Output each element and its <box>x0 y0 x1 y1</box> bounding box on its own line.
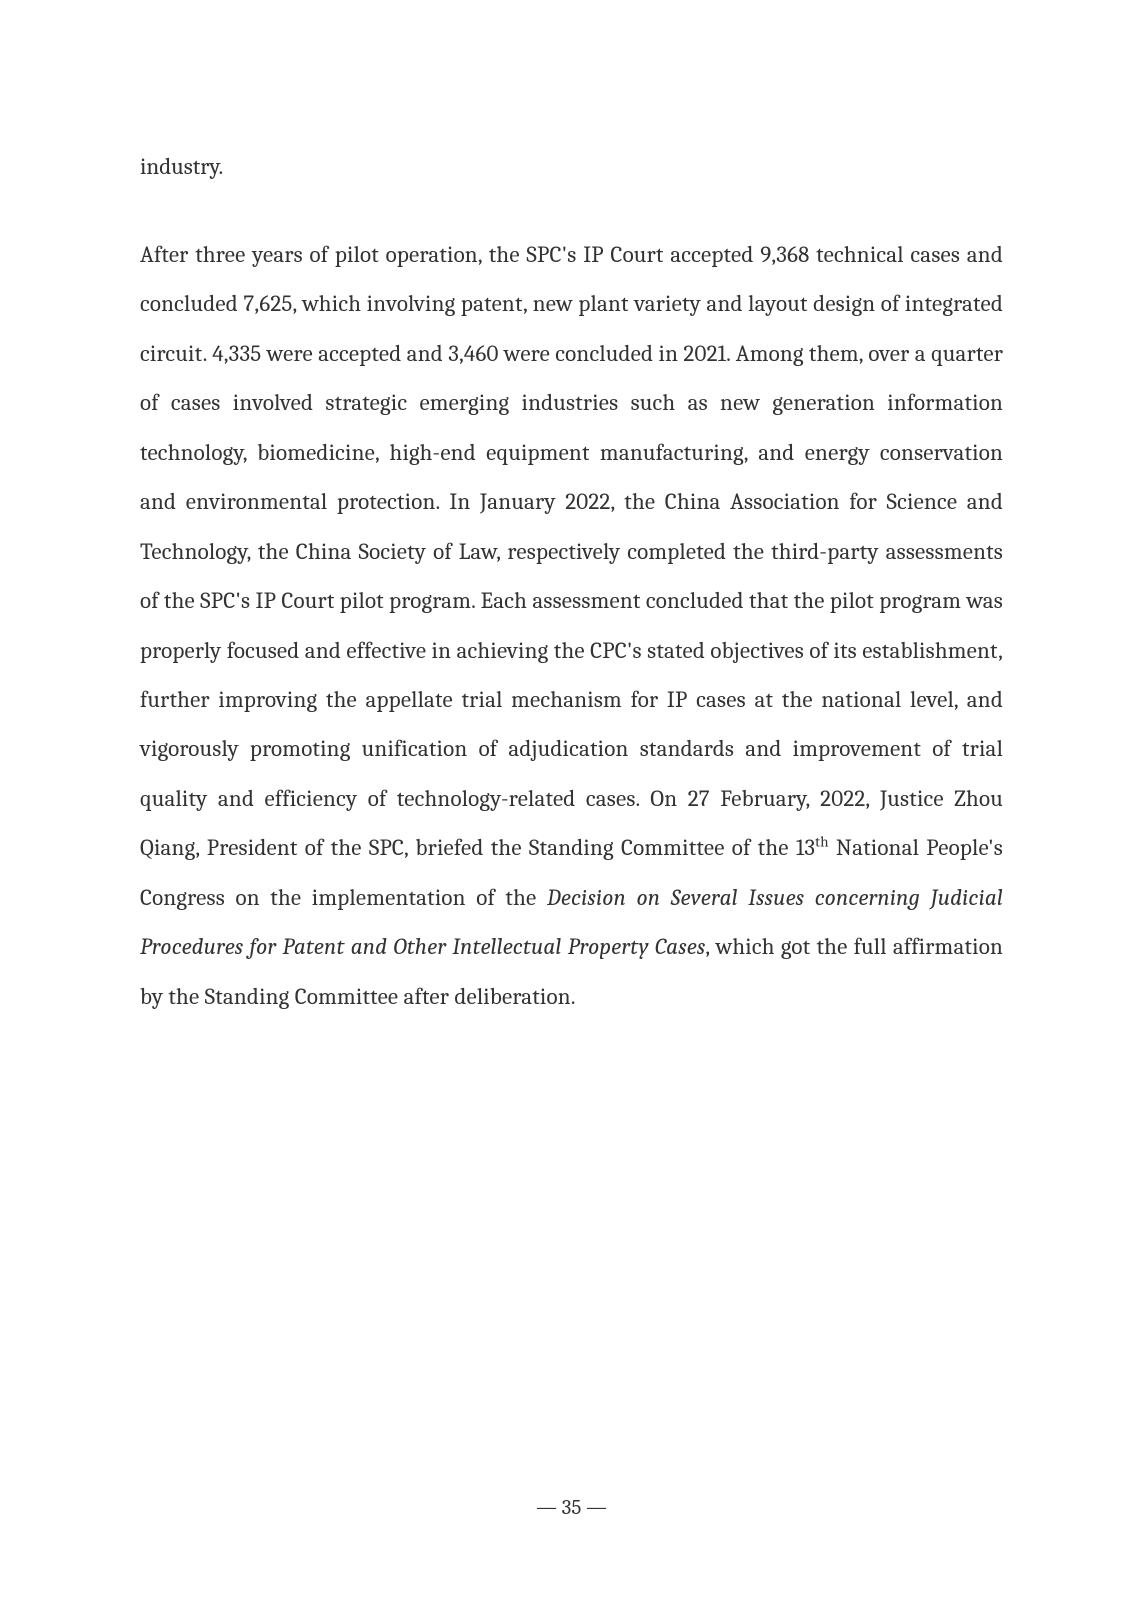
body-paragraph: After three years of pilot operation, th… <box>140 230 1003 1021</box>
page-number: — 35 — <box>0 1496 1143 1520</box>
paragraph-part-1: After three years of pilot operation, th… <box>140 241 1003 861</box>
superscript-ordinal: th <box>815 834 829 851</box>
continuation-text: industry. <box>140 155 1003 178</box>
